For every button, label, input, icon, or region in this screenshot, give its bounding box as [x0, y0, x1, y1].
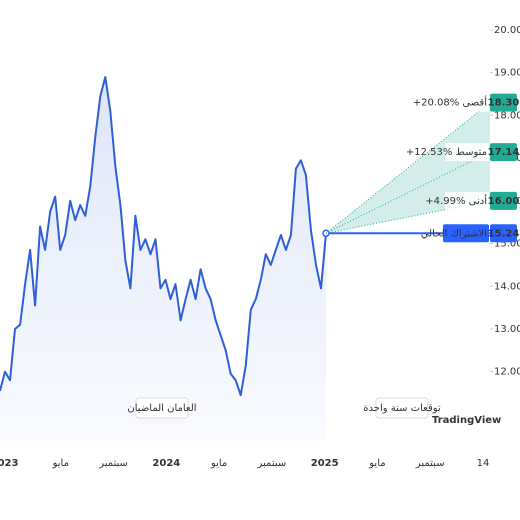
- forecast-value: 18.30: [488, 98, 520, 109]
- forecast-change: +12.53%: [406, 147, 453, 158]
- forecast-line: [325, 102, 491, 234]
- price-line: [0, 76, 327, 397]
- x-tick-label: 2025: [311, 458, 339, 469]
- forecast-change: +20.08%: [413, 98, 460, 109]
- y-tick-label: 20.00: [494, 25, 520, 36]
- forecast-label-box: [445, 93, 489, 112]
- x-tick-label: مايو: [210, 458, 227, 469]
- current-label-box: [443, 224, 489, 243]
- forecast-label-box: [445, 143, 489, 162]
- forecast-value-box: [490, 143, 517, 162]
- y-tick-label: 12.00: [494, 367, 520, 378]
- forecast-fan: [326, 102, 490, 234]
- x-tick-label: 2024: [152, 458, 180, 469]
- forecast-name: أقصى: [462, 96, 487, 109]
- y-tick-label: 18.00: [494, 110, 520, 121]
- forecast-line: [325, 200, 491, 234]
- forecast-label: +4.99% أدنى: [425, 194, 487, 207]
- y-tick-label: 15.00: [494, 239, 520, 250]
- forecast-value-box: [490, 191, 517, 210]
- x-tick-label: سبتمبر: [257, 458, 287, 469]
- x-tick-label: مايو: [368, 458, 385, 469]
- y-tick-label: 13.00: [494, 324, 520, 335]
- history-area: [0, 77, 326, 440]
- forecast-label-box: [445, 191, 489, 210]
- y-tick-label: 14.00: [494, 281, 520, 292]
- forecast-line: [325, 151, 491, 234]
- current-label: الاشتراك الحالي: [421, 228, 487, 239]
- x-tick-label: سبتمبر: [415, 458, 445, 469]
- forecast-label: +12.53% متوسط: [406, 147, 487, 158]
- annotation-box: [375, 397, 429, 419]
- annotation-box: [135, 397, 189, 419]
- forecast-name: متوسط: [456, 147, 487, 158]
- forecast-change: +4.99%: [425, 196, 465, 207]
- forecast-name: أدنى: [469, 194, 488, 207]
- y-tick-label: 19.00: [494, 68, 520, 79]
- annotation: العامان الماضيان: [127, 403, 196, 414]
- annotation: توقعات سنة واحدة: [363, 403, 441, 414]
- x-tick-label: سبتمبر: [98, 458, 128, 469]
- x-tick-label: 023: [0, 458, 18, 469]
- forecast-value: 16.00: [488, 196, 520, 207]
- current-value: 15.24: [488, 228, 520, 239]
- forecast-value: 17.14: [488, 147, 520, 158]
- x-tick-label: مايو: [52, 458, 69, 469]
- x-tick-label: 14: [477, 458, 490, 469]
- forecast-label: +20.08% أقصى: [413, 96, 487, 109]
- forecast-value-box: [490, 93, 517, 112]
- current-value-box: [490, 224, 517, 243]
- watermark: TradingView: [432, 415, 501, 426]
